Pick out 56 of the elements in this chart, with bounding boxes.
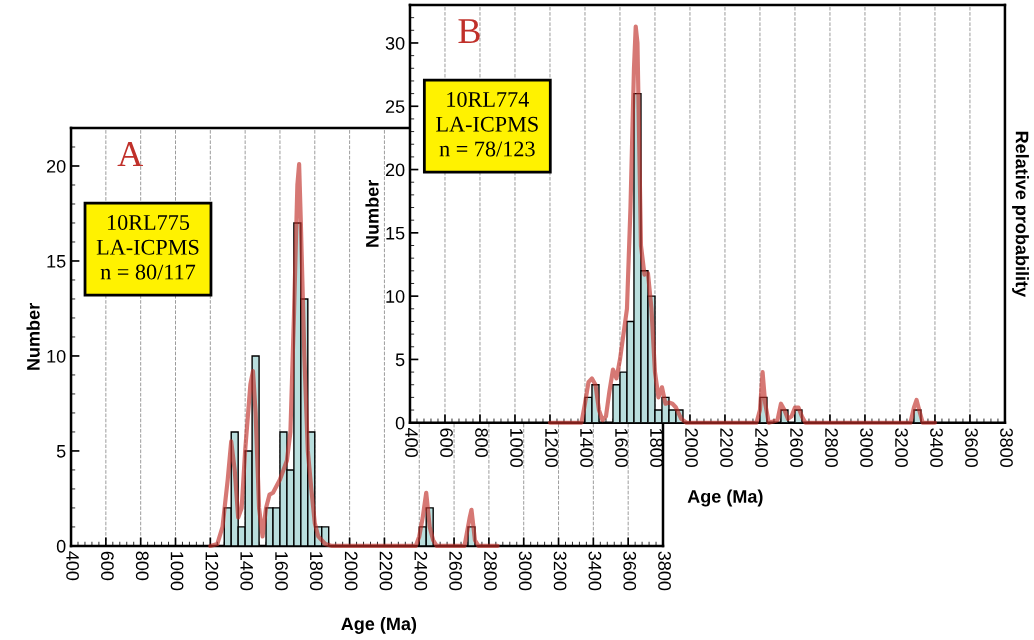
x-tick-label: 1000	[170, 552, 184, 591]
x-tick-label: 400	[66, 551, 79, 581]
x-tick-label: 1600	[615, 428, 628, 468]
x-tick-label: 2800	[484, 551, 497, 591]
x-tick-label: 2600	[790, 428, 803, 468]
y-tick-label: 5	[395, 353, 405, 367]
x-tick-label: 2400	[414, 551, 428, 591]
y-tick-label: 5	[56, 445, 66, 458]
y-tick-label: 15	[386, 226, 405, 240]
y-tick-label: 0	[56, 539, 66, 553]
y-tick-label: 0	[395, 416, 405, 430]
y-tick-label: 20	[47, 159, 66, 173]
x-tick-label: 800	[135, 551, 149, 581]
annotation: 10RL774 LA-ICPMS n = 78/123	[436, 91, 538, 157]
x-tick-label: 3800	[1000, 428, 1013, 468]
y-tick-label: 20	[385, 163, 405, 177]
x-tick-label: 3400	[930, 428, 943, 468]
x-tick-label: 3000	[518, 551, 532, 591]
x-tick-label: 3600	[623, 551, 637, 591]
x-tick-label: 3600	[965, 428, 978, 468]
x-tick-label: 2800	[825, 428, 838, 468]
x-tick-label: 1200	[545, 428, 558, 468]
x-tick-label: 2400	[755, 428, 768, 468]
x-axis-title: Age (Ma)	[687, 489, 763, 507]
x-tick-label: 3000	[860, 428, 873, 468]
x-tick-label: 1200	[205, 552, 219, 591]
y-axis-title: Number	[26, 303, 40, 370]
y-tick-label: 30	[385, 36, 405, 50]
x-tick-label: 2600	[449, 551, 463, 591]
y2-axis-title: Relative probability	[1012, 131, 1029, 298]
x-tick-label: 800	[475, 428, 488, 457]
x-tick-label: 2200	[379, 551, 393, 591]
x-tick-label: 3200	[895, 428, 908, 468]
annotation: 10RL775 LA-ICPMS n = 80/117	[96, 214, 199, 280]
x-tick-label: 3200	[553, 551, 567, 591]
y-axis-title: Number	[365, 180, 379, 247]
x-tick-label: 1600	[275, 552, 288, 591]
y-tick-label: 10	[386, 290, 405, 303]
annotation: A	[117, 142, 144, 166]
x-tick-label: 2000	[344, 551, 358, 591]
x-tick-label: 3800	[658, 551, 671, 591]
x-tick-label: 1400	[580, 428, 593, 468]
x-tick-label: 1000	[510, 428, 523, 468]
annotation: B	[458, 19, 480, 44]
y-tick-label: 15	[47, 255, 66, 268]
x-tick-label: 600	[101, 551, 114, 581]
x-tick-label: 2000	[685, 428, 698, 468]
y-tick-label: 25	[385, 100, 405, 113]
x-tick-label: 3400	[588, 551, 602, 591]
x-tick-label: 400	[405, 428, 418, 457]
y-tick-label: 10	[47, 349, 66, 363]
x-tick-label: 2200	[720, 428, 733, 468]
x-tick-label: 600	[440, 428, 453, 457]
x-axis-title: Age (Ma)	[341, 616, 417, 634]
x-tick-label: 1800	[309, 552, 323, 591]
x-tick-label: 1400	[240, 552, 254, 591]
